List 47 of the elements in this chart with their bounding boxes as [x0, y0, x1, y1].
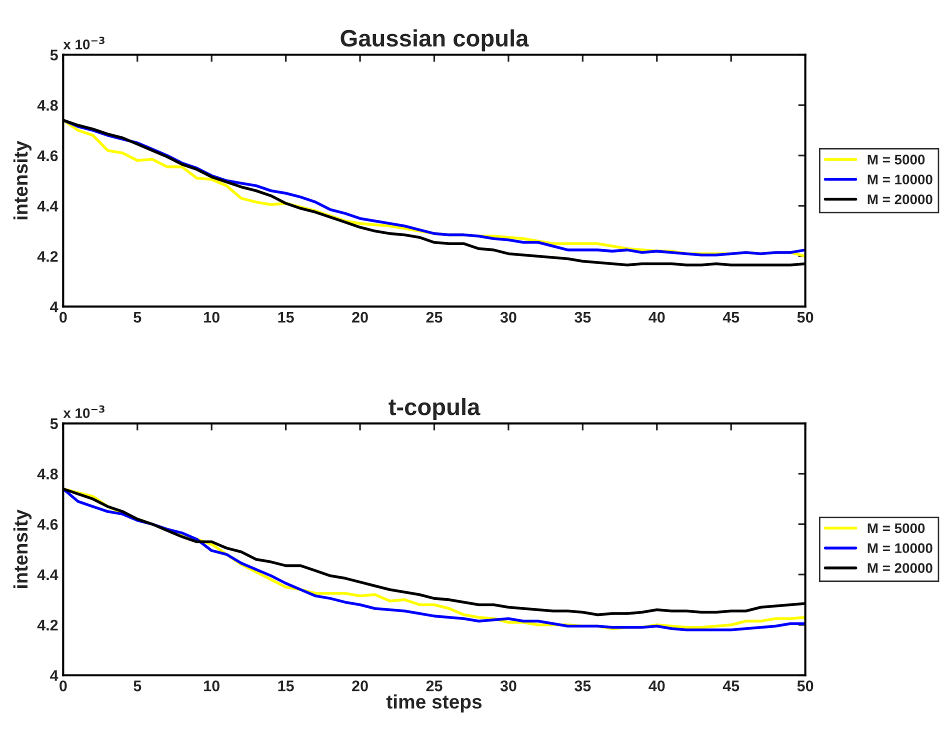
x-tick-label: 50	[797, 312, 814, 323]
legend-label: M = 20000	[868, 563, 932, 573]
x-tick-label: 30	[500, 680, 516, 692]
y-tick-label: 5	[50, 50, 58, 60]
y-tick-label: 4.8	[37, 100, 58, 111]
x-tick-label: 35	[574, 680, 591, 692]
text: x 10$^{−3}$	[63, 36, 104, 50]
x-tick-label: 0	[60, 312, 67, 323]
y-tick-label: 4.2	[37, 251, 58, 262]
x-tick-label: 15	[278, 680, 294, 692]
x-tick-label: 15	[278, 312, 294, 323]
x-axis-title: time steps	[386, 694, 482, 712]
x-tick-label: 45	[722, 680, 740, 692]
x-tick-label: 25	[426, 680, 442, 692]
y-tick-label: 4.4	[37, 200, 58, 212]
y-tick-label: 4.2	[37, 620, 58, 630]
x-tick-label: 45	[722, 312, 740, 323]
legend-label: M = 10000	[868, 174, 932, 184]
legend-label: M = 20000	[868, 194, 932, 204]
y-tick-label: 4.8	[37, 468, 58, 480]
x-tick-label: 0	[60, 680, 67, 692]
legend-label: M = 5000	[868, 154, 925, 165]
text: x 10$^{−3}$	[63, 405, 104, 418]
legend-label: M = 10000	[868, 543, 932, 554]
x-tick-label: 30	[500, 312, 516, 323]
legend-label: M = 5000	[868, 523, 925, 534]
x-tick-label: 35	[574, 312, 591, 323]
x-tick-label: 25	[426, 312, 442, 323]
y-tick-label: 4	[50, 670, 58, 681]
x-tick-label: 40	[648, 680, 665, 692]
x-tick-label: 10	[204, 680, 220, 692]
x-tick-label: 5	[134, 312, 142, 323]
y-axis-title: intensity	[13, 140, 32, 220]
chart-title: Gaussian copula	[340, 29, 529, 52]
x-tick-label: 20	[352, 312, 368, 323]
y-tick-label: 4.6	[37, 519, 58, 530]
x-tick-label: 10	[204, 312, 220, 323]
y-tick-label: 4.6	[37, 150, 58, 162]
chart-title: t-copula	[388, 398, 480, 420]
y-tick-label: 4	[50, 302, 58, 312]
x-tick-label: 50	[797, 680, 814, 692]
y-tick-label: 5	[50, 418, 58, 430]
x-tick-label: 20	[352, 680, 368, 692]
y-axis-title: intensity	[13, 509, 32, 588]
x-tick-label: 5	[134, 680, 142, 692]
y-tick-label: 4.4	[37, 570, 58, 580]
x-tick-label: 40	[648, 312, 665, 323]
